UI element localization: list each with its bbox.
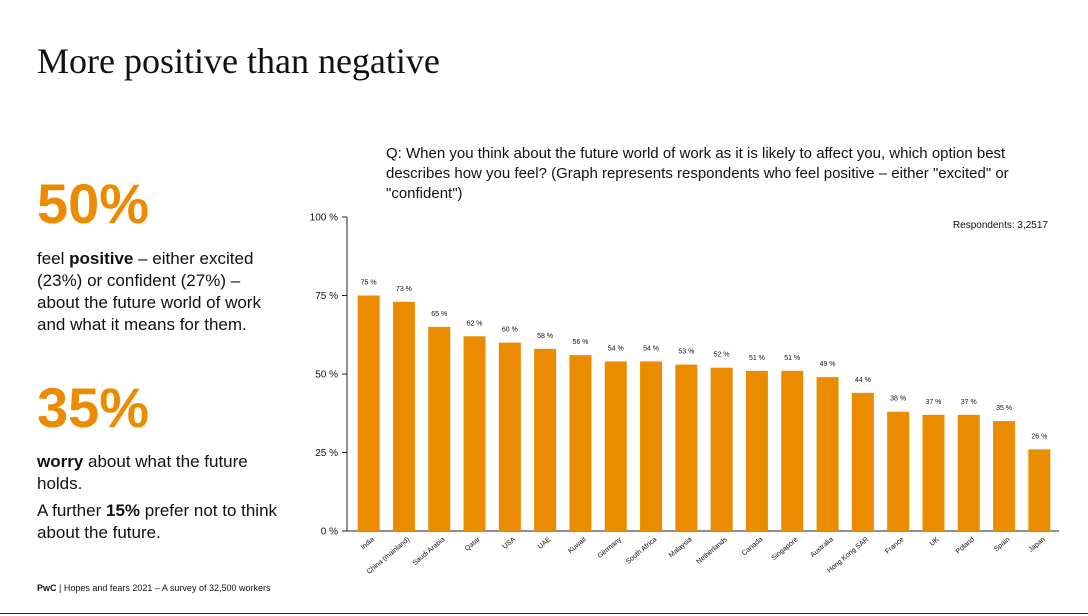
x-tick-label: France xyxy=(884,536,905,555)
x-tick-label: Canada xyxy=(741,536,764,557)
further-stat-bold: 15% xyxy=(105,501,141,520)
data-label: 73 % xyxy=(396,286,412,293)
footer-text: | Hopes and fears 2021 – A survey of 32,… xyxy=(56,583,271,593)
bar xyxy=(887,411,910,531)
data-label: 56 % xyxy=(572,339,588,346)
data-label: 62 % xyxy=(467,320,483,327)
data-label: 53 % xyxy=(678,349,694,356)
data-label: 37 % xyxy=(925,399,941,406)
x-tick-label: USA xyxy=(502,536,518,551)
data-label: 38 % xyxy=(890,396,906,403)
x-tick-label: UAE xyxy=(537,536,553,551)
data-label: 65 % xyxy=(431,311,447,318)
bar xyxy=(993,421,1016,531)
data-label: 54 % xyxy=(643,345,659,352)
footer: PwC | Hopes and fears 2021 – A survey of… xyxy=(37,583,270,593)
data-label: 49 % xyxy=(820,361,836,368)
x-tick-label: UK xyxy=(929,536,941,548)
bar xyxy=(428,326,451,531)
bar xyxy=(675,364,698,531)
data-label: 35 % xyxy=(996,405,1012,412)
positive-stat-description: feel positive – either excited (23%) or … xyxy=(37,248,287,336)
bar xyxy=(357,295,380,531)
data-label: 60 % xyxy=(502,327,518,334)
data-label: 37 % xyxy=(961,399,977,406)
worry-stat-description: worry about what the future holds. xyxy=(37,451,287,495)
y-tick-label: 50 % xyxy=(315,370,338,381)
x-tick-label: Singapore xyxy=(771,536,800,562)
x-tick-label: Japan xyxy=(1028,536,1047,554)
bar xyxy=(957,414,980,531)
y-tick-label: 75 % xyxy=(315,291,338,302)
x-tick-label: Germany xyxy=(596,536,623,560)
x-tick-label: Australia xyxy=(809,536,834,559)
x-tick-label: Qatar xyxy=(464,536,482,553)
y-tick-label: 0 % xyxy=(321,527,338,538)
positive-stat-post: – either excited (23%) or confident (27%… xyxy=(37,249,261,334)
bar xyxy=(498,342,521,531)
bar xyxy=(781,370,804,531)
x-tick-label: India xyxy=(360,536,376,551)
further-stat-post: prefer not to think about the future. xyxy=(37,501,278,542)
data-label: 58 % xyxy=(537,333,553,340)
x-tick-label: Spain xyxy=(993,536,1011,553)
worry-stat-value: 35% xyxy=(37,376,150,439)
y-tick-label: 25 % xyxy=(315,448,338,459)
page-title: More positive than negative xyxy=(37,41,440,81)
x-tick-label: South Africa xyxy=(625,536,658,566)
positive-stat-pre: feel xyxy=(37,249,70,268)
bar xyxy=(1028,449,1051,531)
x-tick-label: Malaysia xyxy=(668,536,694,559)
bottom-rule xyxy=(0,613,1088,614)
bar xyxy=(922,414,945,531)
bar xyxy=(463,336,486,531)
bar xyxy=(640,361,663,531)
x-tick-label: Netherlands xyxy=(696,536,730,566)
further-stat-description: A further 15% prefer not to think about … xyxy=(37,500,287,544)
positive-stat-value: 50% xyxy=(37,172,150,235)
x-tick-label: Poland xyxy=(955,536,976,555)
further-stat-pre: A further xyxy=(37,501,106,520)
bar xyxy=(851,392,874,531)
bar xyxy=(710,367,733,531)
data-label: 26 % xyxy=(1031,433,1047,440)
bar xyxy=(569,355,592,531)
data-label: 54 % xyxy=(608,345,624,352)
data-label: 44 % xyxy=(855,377,871,384)
y-tick-label: 100 % xyxy=(310,213,338,224)
data-label: 51 % xyxy=(749,355,765,362)
data-label: 51 % xyxy=(784,355,800,362)
bar xyxy=(745,370,768,531)
footer-brand: PwC xyxy=(37,583,57,593)
bar xyxy=(816,377,839,531)
worry-stat-post: about what the future holds. xyxy=(37,452,248,493)
data-label: 75 % xyxy=(361,280,377,287)
x-tick-label: Saudi Arabia xyxy=(412,536,447,567)
positive-stat-bold: positive xyxy=(69,249,134,268)
respondents-label: Respondents: 3,2517 xyxy=(953,220,1049,231)
data-label: 52 % xyxy=(714,352,730,359)
worry-stat-bold: worry xyxy=(37,452,84,471)
x-tick-label: Kuwait xyxy=(567,536,588,555)
bar xyxy=(604,361,627,531)
bar xyxy=(392,301,415,531)
bar xyxy=(534,348,557,531)
survey-question: Q: When you think about the future world… xyxy=(386,145,1009,202)
